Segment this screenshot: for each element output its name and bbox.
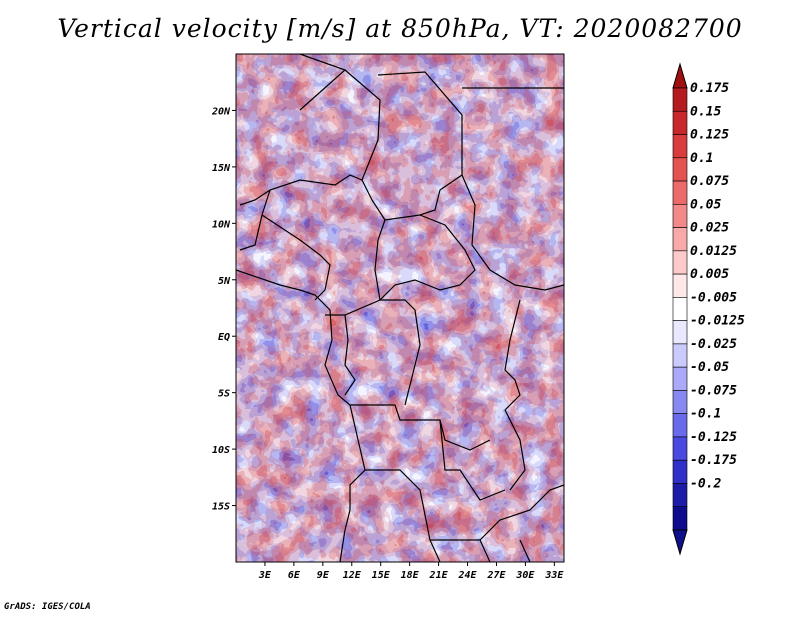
colorbar-segment bbox=[672, 157, 688, 182]
colorbar-segment bbox=[672, 87, 688, 112]
colorbar-label: 0.025 bbox=[690, 221, 729, 236]
grads-credit: GrADS: IGES/COLA bbox=[4, 602, 91, 612]
x-tick-label: 27E bbox=[486, 570, 506, 581]
colorbar-label: -0.075 bbox=[690, 383, 737, 398]
y-tick-label: 10N bbox=[212, 219, 231, 230]
y-tick-label: 15N bbox=[212, 163, 231, 174]
x-tick-label: 33E bbox=[544, 570, 564, 581]
x-tick-label: 24E bbox=[457, 570, 477, 581]
map-frame bbox=[235, 53, 565, 563]
y-tick-label: 5S bbox=[218, 389, 230, 400]
colorbar-label: -0.125 bbox=[690, 430, 737, 445]
y-tick-label: 20N bbox=[211, 106, 231, 117]
colorbar-segment bbox=[672, 134, 688, 159]
map-area bbox=[236, 54, 564, 562]
x-tick-label: 18E bbox=[401, 570, 420, 581]
y-tick-label: EQ bbox=[218, 332, 230, 343]
colorbar-segment bbox=[672, 436, 688, 461]
colorbar-label: -0.05 bbox=[690, 360, 729, 375]
colorbar-label: -0.005 bbox=[690, 290, 737, 305]
colorbar-label: -0.0125 bbox=[690, 314, 745, 329]
colorbar-bottom-arrow bbox=[672, 529, 688, 556]
colorbar-segment bbox=[672, 204, 688, 228]
x-tick-label: 3E bbox=[258, 570, 272, 581]
colorbar-label: 0.125 bbox=[690, 128, 729, 143]
y-tick-label: 10S bbox=[212, 445, 230, 456]
colorbar-label: -0.175 bbox=[690, 453, 737, 468]
colorbar-top-arrow bbox=[672, 62, 688, 89]
colorbar-label: 0.005 bbox=[690, 267, 729, 282]
country-borders bbox=[236, 54, 564, 562]
colorbar-segment bbox=[672, 227, 688, 252]
updraft-field bbox=[236, 54, 564, 562]
x-tick-label: 6E bbox=[288, 570, 301, 581]
colorbar-segment bbox=[672, 459, 688, 484]
x-tick-label: 30E bbox=[515, 570, 535, 581]
colorbar-label: 0.05 bbox=[690, 197, 721, 212]
x-tick-label: 15E bbox=[372, 570, 391, 581]
colorbar-segment bbox=[672, 297, 688, 321]
colorbar-label: 0.1 bbox=[690, 151, 713, 166]
x-axis: 3E 6E 9E 12E 15E 18E 21E 24E 27E 30E 33E bbox=[258, 562, 564, 581]
colorbar-label: 0.15 bbox=[690, 104, 721, 119]
colorbar-segment bbox=[672, 273, 688, 298]
colorbar-label: -0.2 bbox=[690, 476, 721, 491]
colorbar-label: 0.175 bbox=[690, 81, 729, 96]
colorbar-segment bbox=[672, 110, 688, 135]
colorbar-segment bbox=[672, 366, 688, 391]
colorbar-segment bbox=[672, 343, 688, 368]
colorbar: 0.175 0.15 0.125 0.1 0.075 0.05 0.025 0.0125 0.0… bbox=[672, 62, 745, 556]
y-axis: 20N 15N 10N 5N EQ 5S 10S 15S bbox=[211, 106, 236, 513]
x-tick-label: 21E bbox=[429, 570, 449, 581]
colorbar-segment bbox=[672, 506, 688, 531]
colorbar-label: -0.025 bbox=[690, 337, 737, 352]
x-tick-label: 12E bbox=[343, 570, 362, 581]
colorbar-segment bbox=[672, 180, 688, 205]
x-tick-label: 9E bbox=[317, 570, 330, 581]
colorbar-label: 0.0125 bbox=[690, 244, 737, 259]
colorbar-label: 0.075 bbox=[690, 174, 729, 189]
colorbar-segment bbox=[672, 390, 688, 414]
colorbar-segment bbox=[672, 413, 688, 438]
colorbar-segment bbox=[672, 483, 688, 508]
map-title: Vertical velocity [m/s] at 850hPa, VT: 2… bbox=[57, 14, 743, 43]
colorbar-segment bbox=[672, 320, 688, 345]
colorbar-segment bbox=[672, 250, 688, 275]
y-tick-label: 15S bbox=[212, 502, 230, 513]
y-tick-label: 5N bbox=[218, 276, 231, 287]
colorbar-label: -0.1 bbox=[690, 407, 721, 422]
